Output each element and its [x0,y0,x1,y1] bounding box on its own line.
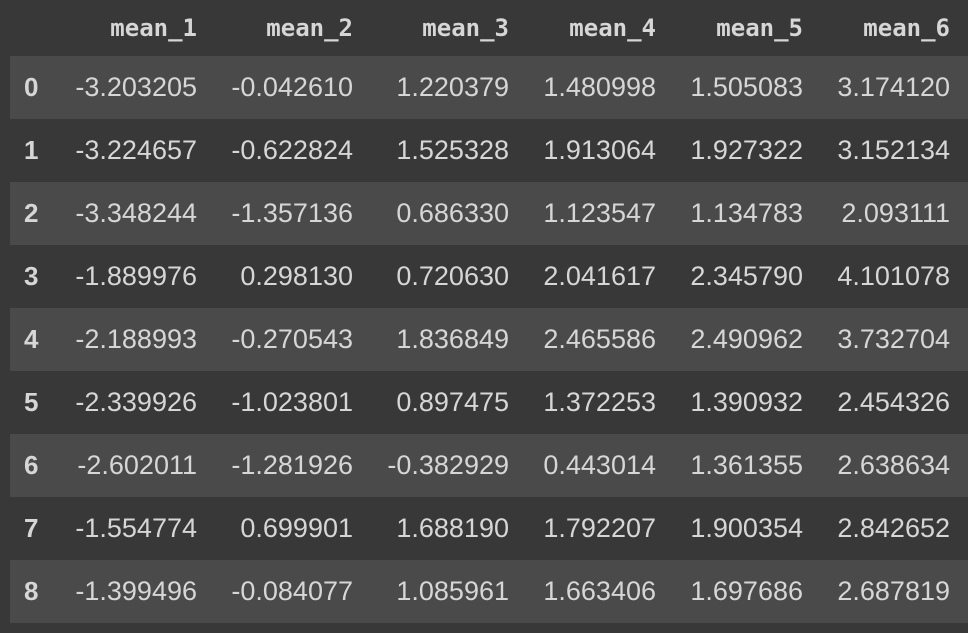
table-cell: -1.281926 [231,450,353,480]
table-cell: 2.041617 [543,261,656,291]
table-cell: 1.792207 [543,513,656,543]
table-row: 8 -1.399496 -0.084077 1.085961 1.663406 … [10,560,968,623]
table-cell: 1.900354 [690,513,803,543]
table-cell: 2.093111 [841,198,950,228]
table-cell: -2.602011 [77,450,197,480]
table-cell: 2.454326 [837,387,950,417]
table-cell: 4.101078 [837,261,950,291]
table-row: 3 -1.889976 0.298130 0.720630 2.041617 2… [10,245,968,308]
row-index: 1 [24,135,39,165]
table-row: 0 -3.203205 -0.042610 1.220379 1.480998 … [10,56,968,119]
table-cell: 3.732704 [837,324,950,354]
table-cell: -1.554774 [75,513,197,543]
table-cell: 2.345790 [690,261,803,291]
table-cell: 2.465586 [543,324,656,354]
row-index: 8 [24,576,39,606]
table-cell: 1.505083 [690,72,803,102]
row-index: 0 [24,72,39,102]
table-cell: 0.686330 [396,198,509,228]
table-cell: -1.889976 [75,261,197,291]
table-row: 4 -2.188993 -0.270543 1.836849 2.465586 … [10,308,968,371]
row-index: 2 [24,198,39,228]
table-cell: -0.042610 [231,72,353,102]
table-cell: -1.399496 [75,576,197,606]
row-index: 4 [24,324,39,354]
table-cell: 1.913064 [543,135,656,165]
table-cell: 1.525328 [396,135,509,165]
table-cell: 1.220379 [396,72,509,102]
table-cell: 1.663406 [543,576,656,606]
table-cell: 0.720630 [396,261,509,291]
column-header: mean_2 [266,14,353,42]
column-header: mean_1 [110,14,197,42]
table-cell: -2.339926 [75,387,197,417]
table-body: 0 -3.203205 -0.042610 1.220379 1.480998 … [10,56,968,623]
table-cell: 0.443014 [543,450,656,480]
table-cell: 1.688190 [396,513,509,543]
table-cell: -0.084077 [231,576,353,606]
table-cell: 3.174120 [837,72,950,102]
table-cell: 1.361355 [690,450,803,480]
table-cell: 3.152134 [837,135,950,165]
table-row: 2 -3.348244 -1.357136 0.686330 1.123547 … [10,182,968,245]
index-header [10,0,58,56]
column-header: mean_5 [716,14,803,42]
table-row: 6 -2.602011 -1.281926 -0.382929 0.443014… [10,434,968,497]
dataframe-table: mean_1 mean_2 mean_3 mean_4 mean_5 mean_… [10,0,968,623]
table-row: 5 -2.339926 -1.023801 0.897475 1.372253 … [10,371,968,434]
table-cell: 0.699901 [240,513,353,543]
table-cell: 0.298130 [240,261,353,291]
table-row: 7 -1.554774 0.699901 1.688190 1.792207 1… [10,497,968,560]
table-cell: 2.687819 [837,576,950,606]
table-cell: 2.842652 [837,513,950,543]
header-row: mean_1 mean_2 mean_3 mean_4 mean_5 mean_… [10,0,968,56]
table-cell: -0.270543 [231,324,353,354]
column-header: mean_6 [863,14,950,42]
table-cell: -3.203205 [75,72,197,102]
table-cell: 0.897475 [396,387,509,417]
row-index: 7 [24,513,39,543]
table-cell: 1.390932 [690,387,803,417]
column-header: mean_3 [422,14,509,42]
table-cell: 1.134783 [690,198,803,228]
table-cell: 1.927322 [690,135,803,165]
table-cell: 1.697686 [690,576,803,606]
table-cell: -1.023801 [231,387,353,417]
row-index: 3 [24,261,39,291]
table-cell: -3.348244 [75,198,197,228]
table-cell: 1.123547 [543,198,656,228]
table-cell: -2.188993 [75,324,197,354]
table-cell: -0.622824 [231,135,353,165]
column-header: mean_4 [569,14,656,42]
table-cell: 2.490962 [690,324,803,354]
table-row: 1 -3.224657 -0.622824 1.525328 1.913064 … [10,119,968,182]
table-cell: -3.224657 [75,135,197,165]
table-cell: 2.638634 [837,450,950,480]
row-index: 5 [24,387,39,417]
table-cell: -0.382929 [387,450,509,480]
table-cell: 1.836849 [396,324,509,354]
row-index: 6 [24,450,39,480]
table-cell: -1.357136 [231,198,353,228]
table-cell: 1.480998 [543,72,656,102]
table-cell: 1.372253 [543,387,656,417]
table-cell: 1.085961 [396,576,509,606]
